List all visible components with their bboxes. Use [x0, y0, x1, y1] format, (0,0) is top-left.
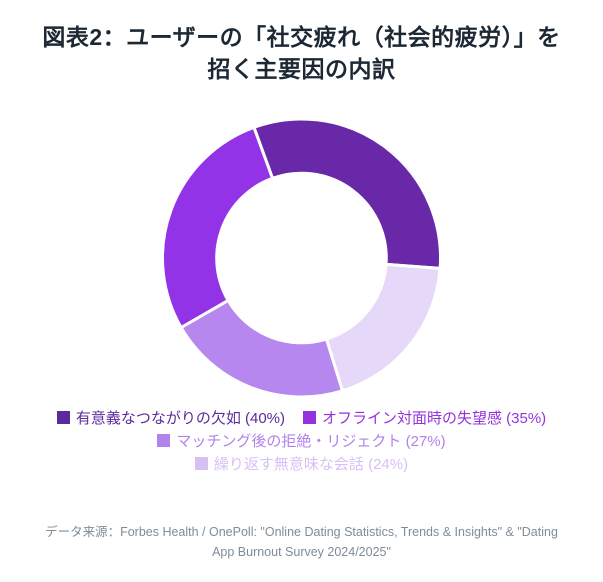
legend-label: オフライン対面時の失望感 (35%) [322, 410, 547, 428]
legend-label: 有意義なつながりの欠如 (40%) [75, 410, 285, 428]
donut-segment-0 [252, 117, 442, 270]
chart-legend: 有意義なつながりの欠如 (40%) オフライン対面時の失望感 (35%) マッチング… [0, 407, 603, 476]
legend-swatch-icon [194, 457, 208, 471]
legend-row: マッチング後の拒絶・リジェクト (27%) [0, 430, 603, 453]
legend-label: 繰り返す無意味な会話 (24%) [213, 456, 409, 474]
chart-title: 図表2：ユーザーの「社交疲れ（社会的疲労）」を 招く主要因の内訳 [0, 0, 603, 85]
chart-title-line-2: 招く主要因の内訳 [207, 56, 396, 82]
donut-chart-area [0, 85, 603, 402]
legend-item-0: 有意義なつながりの欠如 (40%) [56, 407, 285, 430]
chart-title-line-1: 図表2：ユーザーの「社交疲れ（社会的疲労）」を [42, 24, 561, 50]
legend-swatch-icon [157, 434, 171, 448]
legend-item-2: マッチング後の拒絶・リジェクト (27%) [157, 430, 446, 453]
legend-row: 繰り返す無意味な会話 (24%) [0, 453, 603, 476]
legend-item-3: 繰り返す無意味な会話 (24%) [194, 453, 409, 476]
legend-swatch-icon [303, 411, 316, 425]
legend-swatch-icon [56, 411, 70, 425]
donut-segment-2 [179, 298, 345, 399]
legend-item-1: オフライン対面時の失望感 (35%) [303, 407, 546, 430]
donut-chart [161, 117, 442, 399]
donut-segment-3 [324, 262, 442, 393]
legend-row: 有意義なつながりの欠如 (40%) オフライン対面時の失望感 (35%) [0, 407, 603, 430]
data-source-line-2: App Burnout Survey 2024/2025" [212, 545, 391, 559]
data-source-line-1: データ来源：Forbes Health / OnePoll: "Online D… [45, 525, 558, 539]
legend-label: マッチング後の拒絶・リジェクト (27%) [176, 433, 446, 451]
donut-segment-1 [161, 125, 275, 330]
data-source-note: データ来源：Forbes Health / OnePoll: "Online D… [0, 522, 603, 562]
